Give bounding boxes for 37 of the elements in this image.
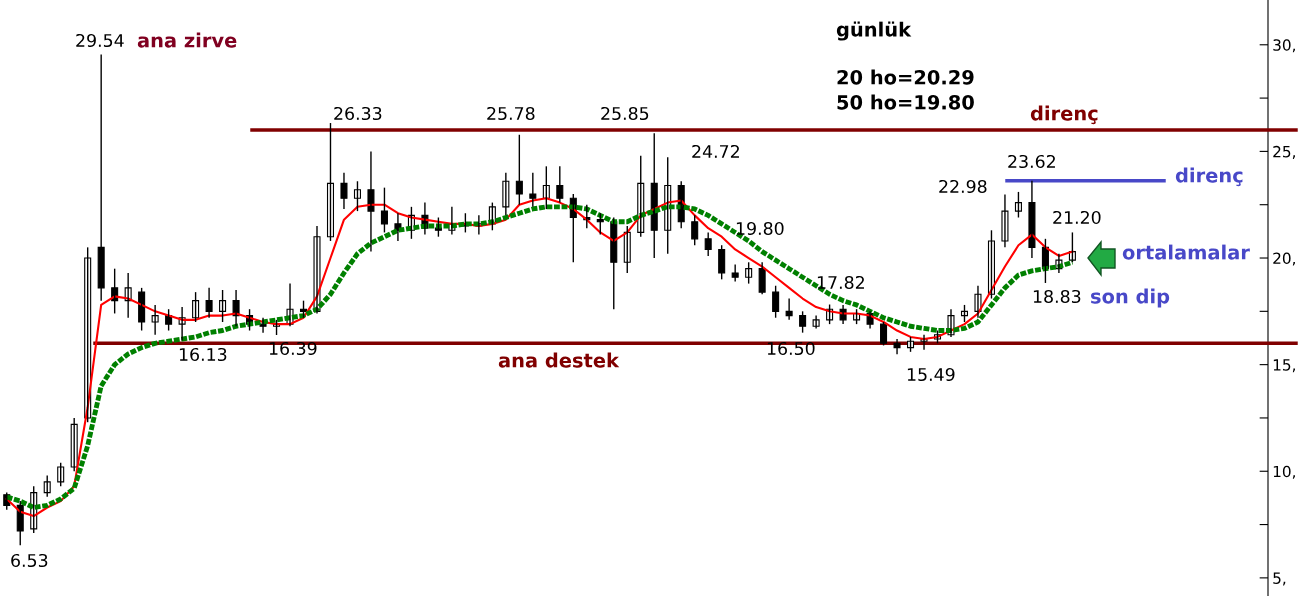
annotation: 22.98	[939, 179, 987, 194]
y-tick-label: 15,	[1273, 359, 1295, 373]
annotation: 15.49	[907, 367, 955, 382]
y-tick-label: 30,	[1273, 39, 1295, 53]
ref-line-label: direnç	[1030, 105, 1098, 125]
annotation: 6.53	[11, 553, 48, 568]
annotation: 16.50	[767, 341, 815, 356]
ref-line-label: ana destek	[498, 352, 620, 368]
annotation: 20 ho=20.29	[837, 69, 974, 85]
annotation: son dip	[1091, 288, 1170, 308]
annotation: 24.72	[692, 144, 739, 158]
annotation: 21.20	[1053, 210, 1101, 225]
annotation: 16.13	[179, 347, 227, 362]
ref-line-label: direnç	[1175, 167, 1243, 187]
annotation: 16.39	[269, 341, 317, 356]
annotation: ortalamalar	[1122, 244, 1250, 260]
y-tick-label: 25,	[1273, 145, 1295, 159]
annotation: 25.78	[487, 106, 535, 121]
y-tick-label: 5,	[1273, 572, 1286, 586]
candlestick	[745, 261, 753, 285]
annotation: 23.62	[1008, 154, 1055, 169]
candlestick	[812, 314, 820, 330]
annotation: 19.80	[736, 221, 784, 236]
annotation: 50 ho=19.80	[837, 94, 974, 110]
candlestick	[57, 462, 65, 487]
text: günlük	[836, 21, 912, 41]
annotation: 29.54	[76, 33, 124, 48]
annotation: 18.83	[1033, 289, 1081, 304]
annotation: 25.85	[601, 106, 649, 121]
annotation: 17.82	[817, 275, 864, 290]
candlestick	[1014, 191, 1022, 219]
annotation: ana zirve	[137, 32, 237, 48]
candlestick	[353, 180, 361, 212]
y-tick-label: 20,	[1273, 252, 1295, 266]
candlestick	[380, 186, 388, 234]
annotation: 26.33	[334, 106, 382, 121]
y-tick-label: 10,	[1273, 465, 1295, 479]
